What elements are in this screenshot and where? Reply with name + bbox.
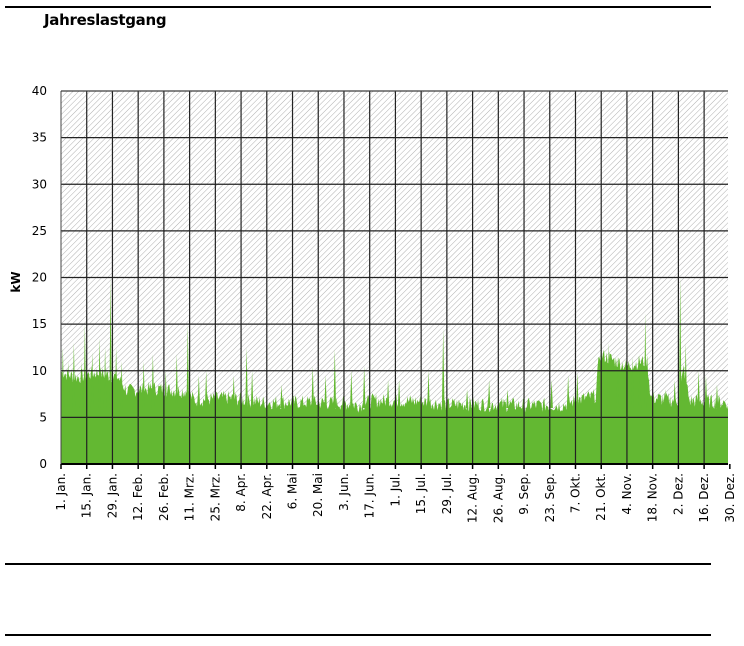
load-peak [631,356,634,409]
x-tick-label: 2. Dez. [671,473,685,515]
load-peak [566,375,570,409]
load-peak [79,361,83,409]
y-tick-label: 25 [32,224,47,238]
load-peak [114,347,118,409]
y-tick-label: 15 [32,317,47,331]
divider-rule [5,563,711,565]
x-tick-label: 26. Aug. [491,473,505,523]
y-tick-label: 5 [39,410,47,424]
load-peak [61,347,65,409]
load-peak [397,380,401,409]
load-peak [232,375,236,409]
x-tick-label: 20. Mai [311,473,325,517]
load-peak [350,370,353,409]
x-tick-label: 25. Mrz. [208,473,222,521]
x-tick-label: 12. Aug. [466,473,480,523]
y-tick-label: 40 [32,84,47,98]
x-tick-label: 8. Apr. [234,473,248,512]
load-peak [250,370,254,409]
load-peak [576,372,579,409]
x-tick-label: 22. Apr. [260,473,274,519]
load-peak [245,347,248,409]
load-area [61,349,728,464]
load-peak [151,353,155,409]
load-peak [678,277,682,409]
load-peak [638,353,642,409]
load-peak [644,312,647,409]
load-peak [103,347,107,409]
load-peak [324,375,327,409]
x-tick-label: 17. Jun. [363,473,377,518]
load-peak [386,380,390,409]
load-peak [465,389,469,409]
x-tick-label: 9. Sep. [517,473,531,515]
x-tick-label: 12. Feb. [131,473,145,521]
load-peak [204,370,208,409]
load-peak [311,366,315,409]
x-tick-label: 7. Okt. [568,473,582,513]
load-peak [684,342,688,409]
x-tick-label: 29. Jul. [440,473,454,514]
y-tick-label: 10 [32,364,47,378]
load-peak [186,324,190,409]
x-tick-label: 4. Nov. [620,473,634,515]
load-peak [120,361,123,409]
x-tick-label: 30. Dez. [723,473,737,523]
x-tick-label: 21. Okt. [594,473,608,521]
load-peak [175,353,179,409]
load-peak [704,375,708,409]
load-peak [487,380,491,409]
load-peak [197,375,201,409]
y-axis-label: kW [9,271,23,292]
x-tick-label: 15. Jul. [414,473,428,514]
top-rule [5,6,711,8]
x-tick-label: 6. Mai [286,473,300,509]
load-peak [427,370,430,409]
x-tick-label: 1. Jan. [54,473,68,511]
y-tick-label: 35 [32,131,47,145]
x-tick-label: 11. Mrz. [183,473,197,521]
x-tick-label: 29. Jan. [105,473,119,518]
load-peak [550,380,553,409]
load-peak [98,338,101,409]
load-peak [616,356,620,409]
load-peak [67,361,70,409]
load-peak [673,380,676,409]
x-tick-label: 15. Jan. [80,473,94,518]
load-peak [142,361,145,409]
x-tick-label: 23. Sep. [543,473,557,522]
x-tick-label: 1. Jul. [388,473,402,507]
load-peak [607,342,610,409]
load-peak [715,384,719,409]
load-peak [441,328,445,409]
load-peak [506,389,509,409]
bottom-rule [5,634,711,636]
load-peak [72,342,76,409]
load-peak [164,370,168,409]
load-peak [90,352,94,409]
y-tick-label: 30 [32,177,47,191]
x-tick-label: 16. Dez. [697,473,711,523]
y-tick-label: 0 [39,457,47,471]
load-peak [664,389,667,409]
x-tick-label: 3. Jun. [337,473,351,511]
load-peak [362,366,366,409]
x-tick-label: 18. Nov. [646,473,660,522]
load-peak [83,324,87,409]
load-peak [697,370,700,409]
x-tick-label: 26. Feb. [157,473,171,521]
load-peak [109,277,112,409]
y-tick-label: 20 [32,271,47,285]
load-peak [333,349,337,409]
load-peak [280,384,283,409]
chart-title: Jahreslastgang [44,11,167,29]
